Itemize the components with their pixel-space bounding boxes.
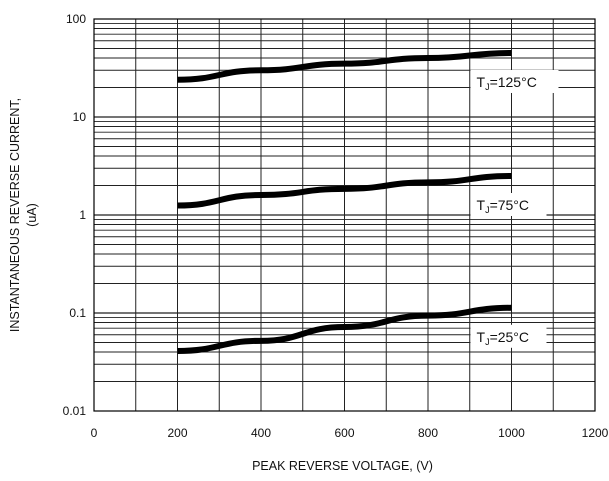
series-line-2 [177,304,512,354]
series-label-background [470,69,559,93]
series-line-0 [177,49,512,83]
series-label-layer: TJ=125°C TJ=75°C TJ=25°C [470,69,559,348]
y-tick-label: 0.01 [63,404,87,418]
series-line-1 [177,173,512,209]
series-label-1: TJ=75°C [477,197,530,215]
x-tick-label: 0 [91,426,98,440]
x-tick-label: 1200 [582,426,609,440]
series-label-0: TJ=125°C [477,74,537,92]
plot-frame [93,18,596,412]
series-layer [177,49,512,354]
y-axis-title-line2: (uA) [25,203,39,227]
x-tick-label: 800 [418,426,438,440]
y-tick-label: 1 [79,208,86,222]
x-axis-title: PEAK REVERSE VOLTAGE, (V) [252,459,433,473]
y-axis-title-line1: INSTANTANEOUS REVERSE CURRENT, [8,98,22,332]
x-tick-label: 1000 [498,426,525,440]
x-tick-label: 600 [334,426,354,440]
series-label-background [470,193,547,217]
series-label-2: TJ=25°C [477,329,530,347]
tick-label-layer: 0 200 400 600 800 1000 1200 0.01 0.1 1 10 100 [63,12,609,440]
y-tick-label: 10 [73,110,87,124]
x-tick-label: 200 [167,426,187,440]
y-tick-label: 0.1 [69,306,86,320]
series-label-background [470,324,547,348]
y-tick-label: 100 [66,12,86,26]
x-tick-label: 400 [251,426,271,440]
